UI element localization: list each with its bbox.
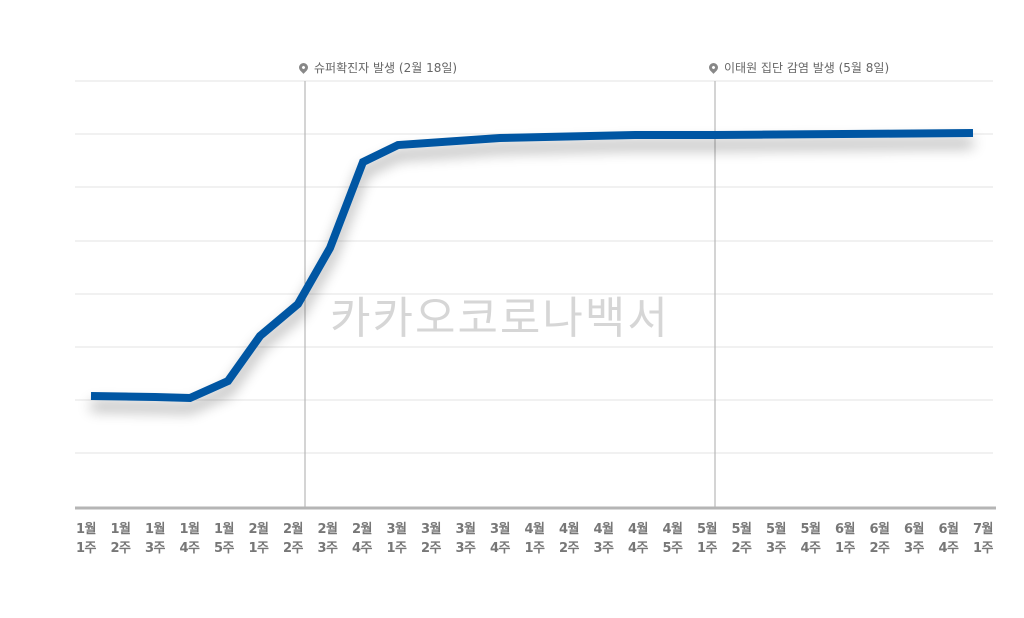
x-tick-month: 2월: [317, 522, 338, 537]
x-tick-label: 3월 4주: [480, 520, 520, 558]
x-tick-label: 3월 3주: [446, 520, 486, 558]
x-tick-week: 2주: [110, 541, 131, 556]
x-tick-label: 4월 4주: [618, 520, 658, 558]
x-tick-label: 7월 1주: [963, 520, 1003, 558]
x-tick-label: 4월 5주: [653, 520, 693, 558]
event-annotation-label: 슈퍼확진자 발생 (2월 18일): [314, 61, 458, 75]
x-tick-month: 5월: [731, 522, 752, 537]
x-tick-week: 1주: [696, 541, 718, 556]
x-tick-label: 3월 1주: [377, 520, 417, 558]
x-tick-label: 3월 2주: [411, 520, 451, 558]
x-tick-label: 5월 3주: [756, 520, 796, 558]
x-tick-label: 1월 1주: [66, 520, 106, 558]
x-tick-month: 2월: [248, 522, 269, 537]
x-tick-week: 3주: [593, 541, 614, 556]
x-tick-label: 4월 1주: [515, 520, 555, 558]
x-tick-month: 1월: [75, 522, 97, 537]
x-tick-label: 6월 4주: [929, 520, 969, 558]
event-annotation-label: 이태원 집단 감염 발생 (5월 8일): [724, 61, 890, 75]
x-tick-week: 1주: [248, 541, 269, 556]
x-tick-month: 3월: [455, 522, 476, 537]
x-tick-month: 6월: [834, 522, 856, 537]
x-tick-label: 1월 3주: [135, 520, 175, 558]
x-tick-month: 5월: [765, 522, 787, 537]
x-tick-week: 2주: [558, 541, 580, 556]
x-tick-week: 1주: [386, 541, 407, 556]
x-tick-label: 6월 2주: [860, 520, 900, 558]
x-tick-month: 3월: [386, 522, 407, 537]
x-tick-label: 5월 1주: [687, 520, 727, 558]
x-tick-month: 4월: [627, 522, 649, 537]
x-tick-label: 6월 1주: [825, 520, 865, 558]
x-tick-week: 1주: [834, 541, 856, 556]
x-tick-week: 3주: [765, 541, 787, 556]
x-tick-week: 2주: [869, 541, 890, 556]
x-tick-month: 6월: [869, 522, 890, 537]
x-tick-week: 4주: [489, 541, 511, 556]
x-tick-label: 5월 4주: [791, 520, 831, 558]
x-tick-week: 5주: [662, 541, 683, 556]
x-tick-week: 4주: [938, 541, 959, 556]
series-line: [90, 129, 974, 403]
x-tick-month: 4월: [524, 522, 545, 537]
x-tick-label: 2월 4주: [342, 520, 382, 558]
x-tick-week: 3주: [455, 541, 476, 556]
x-tick-month: 6월: [903, 522, 925, 537]
x-tick-month: 3월: [489, 522, 511, 537]
x-tick-month: 3월: [420, 522, 442, 537]
x-tick-label: 1월 2주: [101, 520, 141, 558]
map-pin-icon: [707, 61, 720, 74]
x-tick-month: 4월: [593, 522, 614, 537]
gridlines: [75, 80, 993, 454]
x-tick-label: 4월 2주: [549, 520, 589, 558]
x-tick-month: 1월: [144, 522, 166, 537]
x-tick-month: 4월: [662, 522, 683, 537]
x-tick-label: 1월 4주: [170, 520, 210, 558]
map-pin-icon: [297, 61, 310, 74]
x-tick-week: 4주: [800, 541, 821, 556]
x-tick-week: 5주: [213, 541, 235, 556]
x-tick-week: 1주: [524, 541, 545, 556]
x-tick-week: 4주: [627, 541, 649, 556]
x-tick-label: 5월 2주: [722, 520, 762, 558]
x-tick-label: 2월 3주: [308, 520, 348, 558]
x-tick-month: 2월: [282, 522, 304, 537]
x-tick-month: 1월: [179, 522, 200, 537]
x-tick-month: 1월: [213, 522, 235, 537]
x-tick-label: 2월 1주: [239, 520, 279, 558]
x-tick-month: 2월: [351, 522, 373, 537]
x-tick-week: 2주: [731, 541, 752, 556]
x-tick-week: 3주: [317, 541, 338, 556]
x-tick-month: 7월: [972, 522, 994, 537]
x-tick-label: 2월 2주: [273, 520, 313, 558]
x-tick-month: 6월: [938, 522, 959, 537]
event-annotation: 이태원 집단 감염 발생 (5월 8일): [707, 59, 890, 76]
x-tick-week: 2주: [420, 541, 442, 556]
event-annotation: 슈퍼확진자 발생 (2월 18일): [297, 59, 458, 76]
x-tick-week: 2주: [282, 541, 304, 556]
x-tick-week: 3주: [903, 541, 925, 556]
x-tick-week: 1주: [972, 541, 994, 556]
x-tick-month: 4월: [558, 522, 580, 537]
x-tick-label: 4월 3주: [584, 520, 624, 558]
x-tick-label: 6월 3주: [894, 520, 934, 558]
x-tick-month: 1월: [110, 522, 131, 537]
x-tick-week: 4주: [179, 541, 200, 556]
x-tick-month: 5월: [800, 522, 821, 537]
watermark: 카카오코로나백서: [330, 293, 670, 344]
x-tick-week: 4주: [351, 541, 373, 556]
series-polyline: [90, 129, 974, 403]
x-tick-week: 1주: [75, 541, 97, 556]
x-tick-label: 1월 5주: [204, 520, 244, 558]
x-tick-week: 3주: [144, 541, 166, 556]
x-tick-month: 5월: [696, 522, 718, 537]
